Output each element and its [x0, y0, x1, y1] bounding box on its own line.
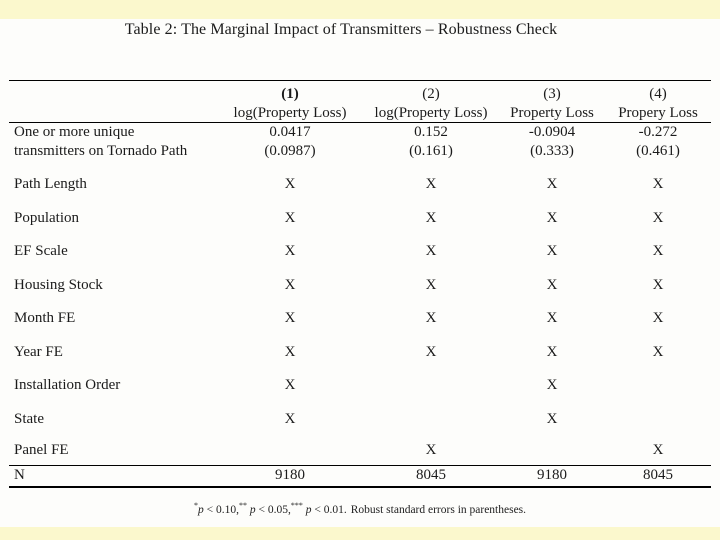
table-row-n: N 9180 8045 9180 8045 — [9, 465, 711, 486]
stderr-cell: (0.333) — [530, 143, 574, 159]
row-cell: X — [652, 276, 664, 293]
row-label: Path Length — [14, 176, 87, 192]
row-cell: X — [284, 377, 296, 393]
p-symbol: p — [249, 504, 256, 516]
estimate-cell: 0.0417 — [269, 124, 311, 140]
stderr-cell: (0.161) — [409, 143, 453, 159]
column-number-3: (3) — [543, 86, 561, 102]
row-cell: X — [425, 209, 437, 226]
row-cell: X — [652, 442, 664, 458]
row-cell: X — [425, 243, 437, 259]
sig-threshold: < 0.05, — [255, 504, 291, 516]
row-cell: X — [652, 343, 664, 360]
row-label: Installation Order — [14, 377, 121, 393]
row-label: Month FE — [14, 310, 76, 326]
table-row-path-length: Path Length X X X X — [9, 168, 711, 202]
column-number-4: (4) — [649, 86, 667, 102]
n-cell: 8045 — [416, 467, 446, 483]
row-cell: X — [652, 243, 664, 259]
n-cell: 8045 — [643, 467, 673, 483]
sig-threshold: < 0.10, — [203, 504, 239, 516]
estimate-line: One or more unique 0.0417 0.152 -0.0904 … — [9, 123, 711, 142]
n-cell: 9180 — [275, 467, 305, 483]
row-cell: X — [284, 410, 296, 427]
stderr-cell: (0.0987) — [264, 143, 316, 159]
sig-threshold: < 0.01. — [311, 504, 347, 516]
column-label-2: log(Property Loss) — [374, 105, 488, 121]
row-cell: X — [546, 209, 558, 226]
row-label: Housing Stock — [14, 276, 103, 293]
footnote-tail: Robust standard errors in parentheses. — [350, 504, 527, 516]
table-row-population: Population X X X X — [9, 202, 711, 236]
row-label: Year FE — [14, 343, 63, 360]
top-yellow-band — [0, 0, 720, 19]
row-cell: X — [425, 310, 437, 326]
row-cell: X — [425, 442, 437, 458]
n-cell: 9180 — [537, 467, 567, 483]
column-label-4: Propery Loss — [618, 105, 698, 121]
p-symbol: p — [197, 504, 204, 516]
footnote: *p < 0.10,** p < 0.05,*** p < 0.01. Robus… — [0, 501, 720, 516]
row-cell: X — [546, 343, 558, 360]
row-cell: X — [652, 310, 664, 326]
row-cell: X — [546, 243, 558, 259]
coefficient-row: One or more unique 0.0417 0.152 -0.0904 … — [9, 123, 711, 168]
row-cell: X — [546, 410, 558, 427]
row-cell: X — [284, 276, 296, 293]
column-label-row: log(Property Loss) log(Property Loss) Pr… — [9, 104, 711, 122]
table-row-installation-order: Installation Order X X — [9, 369, 711, 403]
row-cell: X — [425, 276, 437, 293]
row-cell: X — [425, 343, 437, 360]
row-cell: X — [546, 176, 558, 192]
bottom-yellow-band — [0, 527, 720, 540]
table-row-panel-fe: Panel FE X X — [9, 436, 711, 465]
table-row-ef-scale: EF Scale X X X X — [9, 235, 711, 269]
row-label: Population — [14, 209, 80, 226]
row-label: One or more unique — [14, 124, 135, 140]
row-cell: X — [425, 176, 437, 192]
sig-level: *p < 0.10, — [193, 501, 239, 516]
sig-level: *** p < 0.01. — [290, 501, 347, 516]
row-cell: X — [546, 276, 558, 293]
p-symbol: p — [305, 504, 312, 516]
row-label: EF Scale — [14, 243, 68, 259]
column-label-3: Property Loss — [510, 105, 594, 121]
estimate-cell: -0.272 — [638, 124, 678, 140]
significance-stars: *** — [290, 501, 303, 511]
estimate-cell: -0.0904 — [528, 124, 576, 140]
row-cell: X — [546, 377, 558, 393]
column-number-1: (1) — [281, 86, 299, 102]
column-number-row: (1) (2) (3) (4) — [9, 84, 711, 104]
table-row-month-fe: Month FE X X X X — [9, 302, 711, 336]
significance-stars: ** — [238, 501, 247, 511]
sig-level: ** p < 0.05, — [238, 501, 291, 516]
row-label: transmitters on Tornado Path — [14, 143, 188, 159]
table-header: (1) (2) (3) (4) log(Property Loss) log(P… — [9, 81, 711, 123]
significance-stars: * — [193, 501, 198, 511]
row-cell: X — [652, 209, 664, 226]
row-cell: X — [652, 176, 664, 192]
row-label: Panel FE — [14, 442, 69, 458]
row-cell: X — [284, 343, 296, 360]
row-cell: X — [284, 243, 296, 259]
table-row-housing-stock: Housing Stock X X X X — [9, 269, 711, 303]
stderr-cell: (0.461) — [636, 143, 680, 159]
row-label: N — [14, 467, 25, 483]
table-row-year-fe: Year FE X X X X — [9, 336, 711, 370]
stderr-line: transmitters on Tornado Path (0.0987) (0… — [9, 142, 711, 161]
estimate-cell: 0.152 — [414, 124, 448, 140]
table-row-state: State X X — [9, 403, 711, 437]
row-label: State — [14, 410, 44, 427]
regression-table: (1) (2) (3) (4) log(Property Loss) log(P… — [9, 80, 711, 488]
column-number-2: (2) — [422, 86, 440, 102]
row-cell: X — [284, 209, 296, 226]
row-cell: X — [284, 176, 296, 192]
row-cell: X — [284, 310, 296, 326]
row-cell: X — [546, 310, 558, 326]
table-title: Table 2: The Marginal Impact of Transmit… — [124, 21, 558, 38]
column-label-1: log(Property Loss) — [233, 105, 347, 121]
